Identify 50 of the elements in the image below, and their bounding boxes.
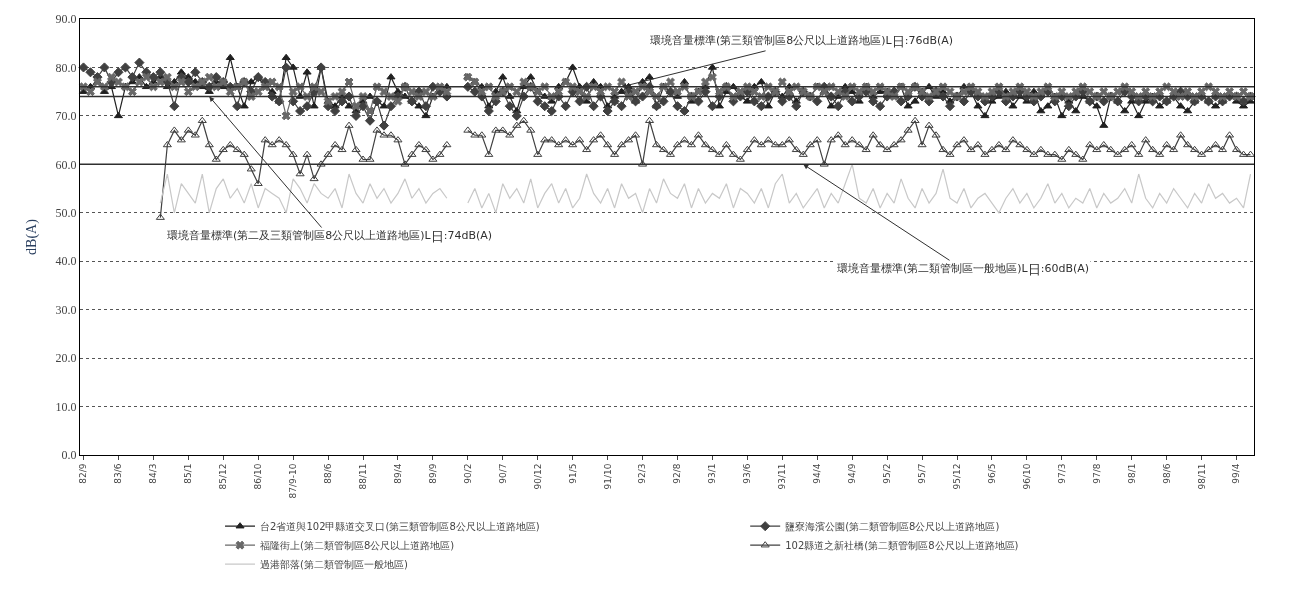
y-tick-label: 50.0 xyxy=(55,205,77,220)
x-tick-label: 92/8 xyxy=(672,463,683,484)
x-tick-label: 87/9-10 xyxy=(288,463,299,499)
x-tick-label: 90/12 xyxy=(532,463,543,490)
x-tick-label: 88/6 xyxy=(323,463,333,484)
x-tick-label: 96/10 xyxy=(1021,463,1032,490)
x-tick-label: 98/6 xyxy=(1161,463,1172,484)
x-tick-label: 82/9 xyxy=(78,463,89,484)
y-tick-label: 90.0 xyxy=(55,12,77,27)
x-tick-label: 84/3 xyxy=(148,463,159,484)
x-tick-label: 97/8 xyxy=(1091,463,1102,484)
x-tick-label: 88/11 xyxy=(357,463,368,490)
y-tick-label: 60.0 xyxy=(55,157,77,172)
x-tick-label: 93/1 xyxy=(707,463,718,484)
legend-label: 過港部落(第二類管制區一般地區) xyxy=(260,559,408,571)
x-tick-label: 93/6 xyxy=(742,463,753,484)
x-tick-label: 99/4 xyxy=(1231,463,1242,484)
y-tick-label: 80.0 xyxy=(55,60,77,75)
x-tick-label: 90/2 xyxy=(462,463,473,484)
x-tick-label: 91/5 xyxy=(567,463,578,484)
y-axis-title: dB(A) xyxy=(24,218,41,255)
y-tick-label: 10.0 xyxy=(55,399,77,414)
y-tick-label: 40.0 xyxy=(55,254,77,269)
x-tick-label: 95/12 xyxy=(951,463,962,490)
x-tick-label: 94/9 xyxy=(847,463,858,484)
x-tick-label: 91/10 xyxy=(602,463,613,490)
legend-label: 福隆街上(第二類管制區8公尺以上道路地區) xyxy=(260,540,455,552)
x-tick-label: 95/7 xyxy=(916,463,927,484)
legend-label: 102縣道之新社橋(第二類管制區8公尺以上道路地區) xyxy=(785,540,1019,552)
x-tick-label: 83/6 xyxy=(113,463,124,484)
x-tick-label: 95/2 xyxy=(882,463,893,484)
x-tick-label: 96/5 xyxy=(986,463,997,484)
x-tick-label: 90/7 xyxy=(497,463,508,484)
legend-label: 鹽寮海濱公園(第二類管制區8公尺以上道路地區) xyxy=(785,521,1000,533)
x-tick-label: 85/1 xyxy=(183,463,194,484)
x-tick-label: 92/3 xyxy=(637,463,648,484)
x-tick-label: 98/1 xyxy=(1126,463,1137,484)
x-tick-label: 93/11 xyxy=(777,463,788,490)
legend-label: 台2省道與102甲縣道交叉口(第三類管制區8公尺以上道路地區) xyxy=(260,521,540,533)
x-tick-label: 89/4 xyxy=(392,463,403,484)
y-tick-label: 70.0 xyxy=(55,109,77,124)
y-tick-label: 20.0 xyxy=(55,351,77,366)
x-tick-label: 98/11 xyxy=(1196,463,1207,490)
x-tick-label: 97/3 xyxy=(1056,463,1067,484)
x-tick-label: 94/4 xyxy=(812,463,823,484)
y-tick-label: 30.0 xyxy=(55,302,77,317)
x-tick-label: 86/10 xyxy=(253,463,264,490)
x-tick-label: 89/9 xyxy=(427,463,438,484)
x-tick-label: 85/12 xyxy=(218,463,229,490)
y-tick-label: 0.0 xyxy=(61,448,77,463)
